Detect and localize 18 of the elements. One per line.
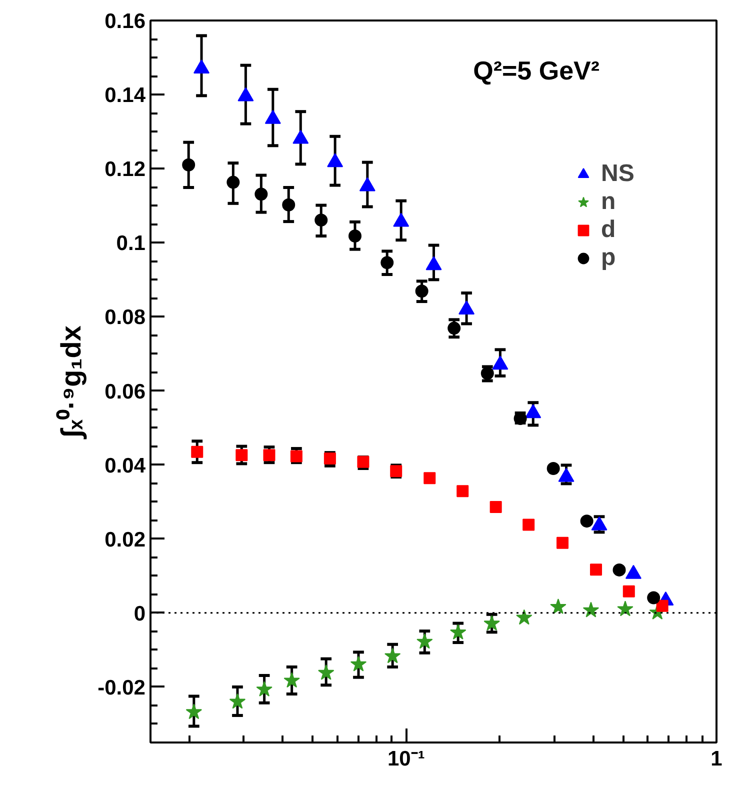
y-tick-label: 0.06 [104, 380, 146, 404]
y-tick-label: -0.02 [98, 676, 146, 700]
x-tick-label: 10⁻¹ [388, 748, 425, 770]
annotation: Q²=5 GeV² [473, 55, 600, 86]
legend-label: n [601, 188, 617, 216]
x-tick-label: 1 [710, 748, 723, 770]
y-tick-label: 0.1 [116, 232, 146, 256]
y-tick-label: 0.04 [104, 454, 146, 478]
legend-label: NS [601, 160, 634, 188]
legend-label: p [601, 244, 617, 272]
y-tick-label: 0.02 [104, 528, 146, 552]
y-axis-title: ∫ₓ⁰·⁹g₁dx [56, 325, 88, 440]
y-tick-label: 0 [134, 602, 146, 626]
y-tick-label: 0.16 [104, 10, 146, 33]
legend-label: d [601, 216, 617, 244]
y-tick-label: 0.12 [104, 158, 146, 182]
y-tick-label: 0.08 [104, 306, 146, 330]
y-tick-label: 0.14 [104, 84, 146, 108]
